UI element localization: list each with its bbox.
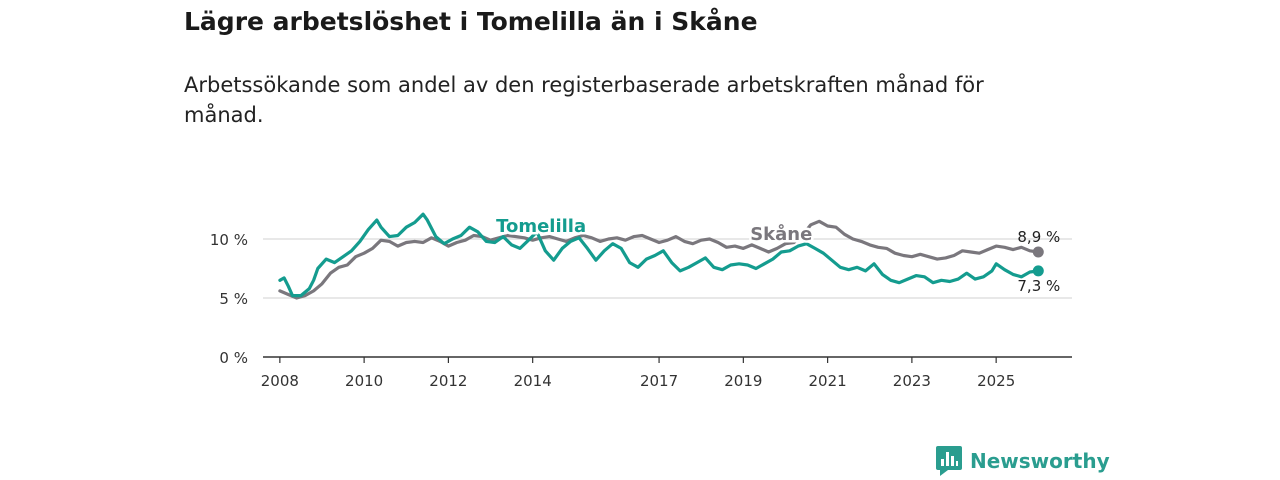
series-lines xyxy=(278,212,1044,300)
inline-label-tomelilla: Tomelilla xyxy=(496,216,586,237)
newsworthy-logo-icon xyxy=(936,446,962,476)
x-axis-ticks: 2008 2010 2012 2014 2017 2019 2021 2023 2025 xyxy=(261,357,1015,390)
inline-label-skane: Skåne xyxy=(750,223,812,245)
x-tick-label: 2008 xyxy=(261,372,299,390)
x-tick-label: 2017 xyxy=(640,372,678,390)
series-end-point-skane xyxy=(1032,246,1044,258)
brand-name: Newsworthy xyxy=(970,449,1110,473)
x-tick-label: 2023 xyxy=(893,372,931,390)
y-tick-label: 10 % xyxy=(210,231,248,249)
series-line-skane xyxy=(278,219,1040,300)
chart-title: Lägre arbetslöshet i Tomelilla än i Skån… xyxy=(184,7,758,36)
series-end-point-tomelilla xyxy=(1032,265,1044,277)
y-axis-ticks: 0 % 5 % 10 % xyxy=(210,231,248,367)
y-tick-label: 0 % xyxy=(219,349,248,367)
chart-subtitle: Arbetssökande som andel av den registerb… xyxy=(184,73,984,127)
series-end-label-skane: 8,9 % xyxy=(1017,228,1060,246)
series-end-label-tomelilla: 7,3 % xyxy=(1017,277,1060,295)
x-tick-label: 2014 xyxy=(514,372,552,390)
gridlines xyxy=(263,238,1072,299)
x-tick-label: 2012 xyxy=(429,372,467,390)
x-tick-label: 2025 xyxy=(977,372,1015,390)
x-tick-label: 2021 xyxy=(809,372,847,390)
y-tick-label: 5 % xyxy=(219,290,248,308)
brand-logo: Newsworthy xyxy=(936,446,1110,476)
x-tick-label: 2010 xyxy=(345,372,383,390)
series-line-tomelilla xyxy=(278,212,1040,298)
x-tick-label: 2019 xyxy=(724,372,762,390)
series-labels: 8,9 % 7,3 % Tomelilla Skåne xyxy=(494,213,1061,295)
